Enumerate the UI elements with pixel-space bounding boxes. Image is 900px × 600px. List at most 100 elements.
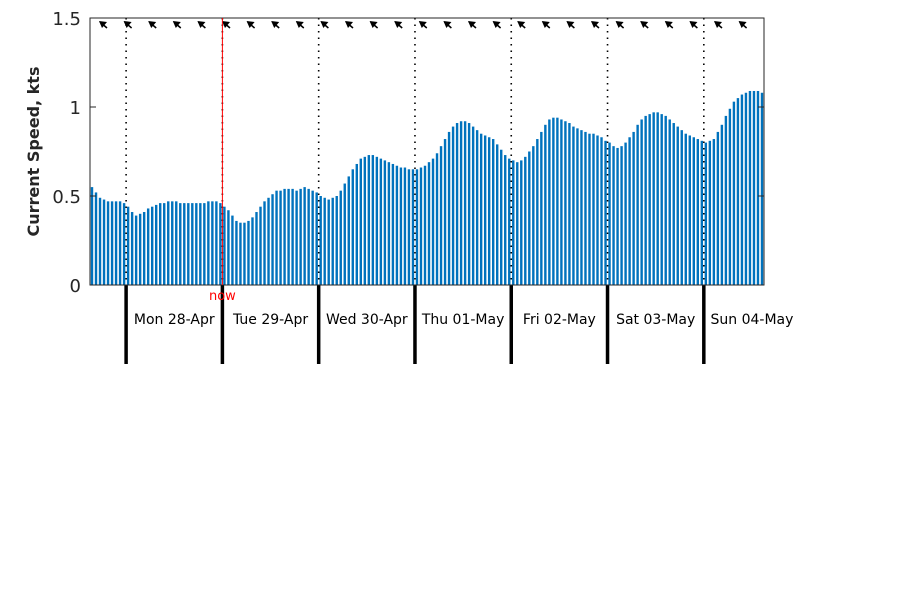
bar xyxy=(524,156,527,285)
bar xyxy=(508,158,511,285)
bar xyxy=(688,135,691,285)
direction-arrow-icon xyxy=(295,21,305,29)
bar xyxy=(395,165,399,285)
bar xyxy=(732,101,736,285)
bar xyxy=(435,153,439,285)
bar xyxy=(187,203,190,285)
bar xyxy=(760,92,764,285)
bar xyxy=(207,201,210,285)
bar xyxy=(363,156,367,285)
bar xyxy=(122,203,126,285)
bar xyxy=(203,203,206,285)
bar xyxy=(620,146,623,285)
direction-arrow-icon xyxy=(640,21,649,29)
bar xyxy=(467,123,471,286)
direction-arrow-icon xyxy=(738,21,748,29)
bar xyxy=(704,142,708,285)
bar xyxy=(716,131,720,285)
bar xyxy=(540,131,543,285)
bar xyxy=(584,131,587,285)
bar xyxy=(94,192,98,285)
bar xyxy=(267,197,270,285)
bar xyxy=(375,156,379,285)
bar xyxy=(696,139,700,285)
bar xyxy=(475,130,479,285)
bar xyxy=(560,119,563,286)
bar xyxy=(756,90,760,285)
bar xyxy=(532,146,535,285)
bar xyxy=(279,190,282,285)
bar xyxy=(736,98,740,285)
bar xyxy=(291,188,294,285)
bar xyxy=(199,203,202,285)
bar xyxy=(576,128,579,285)
bar xyxy=(335,196,338,285)
plot-frame xyxy=(89,17,765,286)
bar xyxy=(355,163,358,285)
bar xyxy=(351,169,354,285)
bar xyxy=(728,108,732,285)
bar xyxy=(740,94,744,285)
day-label: Thu 01-May xyxy=(421,312,505,328)
bar xyxy=(744,92,748,285)
bar xyxy=(628,137,631,285)
bar xyxy=(447,131,451,285)
bar xyxy=(552,117,555,286)
bar xyxy=(463,121,467,286)
bar xyxy=(439,146,443,285)
bar xyxy=(399,167,403,285)
day-label: Mon 28-Apr xyxy=(134,312,215,328)
bar xyxy=(311,190,314,285)
bar xyxy=(656,112,659,285)
bar xyxy=(592,133,595,285)
bar xyxy=(247,220,250,285)
bar xyxy=(126,206,130,285)
bar xyxy=(752,90,756,285)
bar xyxy=(231,215,234,285)
day-label: Sun 04-May xyxy=(711,312,794,328)
bar xyxy=(191,203,194,285)
bar xyxy=(496,144,499,285)
direction-arrow-icon xyxy=(541,21,551,29)
bar xyxy=(431,158,435,285)
direction-arrow-icon xyxy=(394,21,403,29)
day-separators xyxy=(124,18,706,364)
bar xyxy=(359,158,363,285)
bar xyxy=(479,133,483,285)
bar xyxy=(419,167,423,285)
bar xyxy=(640,119,643,286)
bar-series xyxy=(90,90,764,286)
bar xyxy=(371,155,375,285)
direction-arrow-icon xyxy=(123,21,133,29)
bar xyxy=(243,222,246,285)
direction-arrow-icon xyxy=(345,21,354,29)
bar xyxy=(339,190,342,285)
bar xyxy=(215,201,218,285)
bar xyxy=(668,119,671,286)
bar xyxy=(391,163,395,285)
bar xyxy=(684,133,687,285)
bar xyxy=(146,208,150,285)
bar xyxy=(536,139,539,285)
bar xyxy=(644,115,647,286)
bar xyxy=(251,217,254,285)
bar xyxy=(195,203,198,285)
bar xyxy=(114,201,118,285)
bar xyxy=(720,124,724,285)
bar xyxy=(600,137,603,285)
bar xyxy=(134,215,138,285)
y-tick-label: 1.5 xyxy=(52,9,81,30)
bar xyxy=(223,206,226,285)
bar xyxy=(98,197,102,285)
bar xyxy=(255,212,258,285)
bar xyxy=(491,139,495,285)
bar xyxy=(676,126,679,285)
bar xyxy=(544,124,547,285)
direction-arrow-icon xyxy=(714,21,723,29)
bar xyxy=(323,197,326,285)
bar xyxy=(367,155,371,285)
bar xyxy=(171,201,174,285)
bar xyxy=(660,114,663,286)
bar xyxy=(175,201,178,285)
bar xyxy=(110,201,114,285)
